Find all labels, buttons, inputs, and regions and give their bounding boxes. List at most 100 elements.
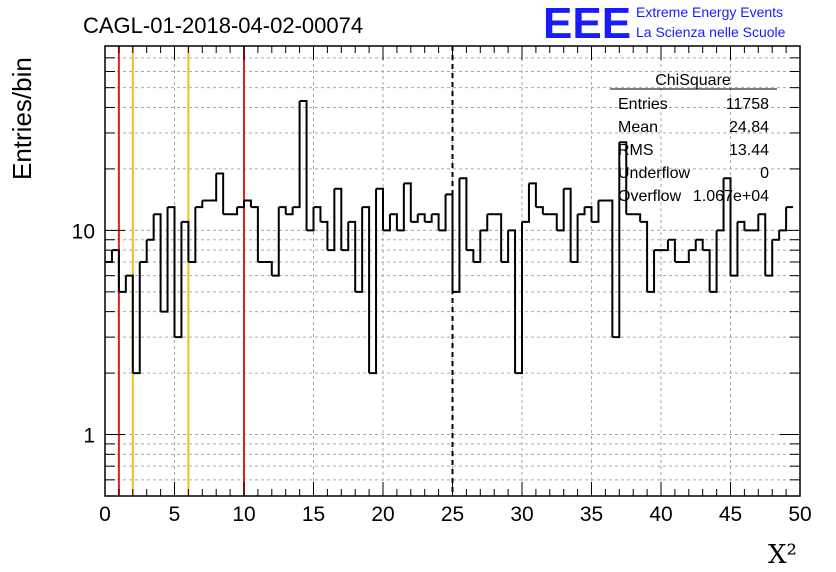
histogram-bin xyxy=(758,213,767,276)
histogram-bin xyxy=(278,206,287,215)
histogram-bin xyxy=(348,220,357,292)
histogram-bin xyxy=(751,214,760,232)
histogram-bin xyxy=(403,182,412,222)
histogram-bin xyxy=(480,214,489,232)
y-axis-label: Entries/bin xyxy=(7,57,37,180)
histogram-bin xyxy=(285,207,294,216)
histogram-bin xyxy=(250,206,259,263)
histogram-bin xyxy=(619,141,628,215)
stats-entries-label: Entries xyxy=(618,96,668,113)
histogram-bin xyxy=(640,220,649,292)
histogram-bin xyxy=(556,188,565,232)
histogram-bin xyxy=(188,207,197,264)
histogram-bin xyxy=(153,213,162,312)
histogram-bin xyxy=(723,177,732,276)
histogram-bin xyxy=(244,199,252,208)
histogram-bin xyxy=(494,213,503,263)
stats-rms-value: 13.44 xyxy=(729,142,769,159)
stats-box: ChiSquare Entries 11758 Mean 24.84 RMS 1… xyxy=(610,72,777,205)
histogram-bin xyxy=(139,239,148,264)
x-tick-label: 45 xyxy=(719,503,742,526)
x-tick-label: 10 xyxy=(232,503,255,526)
x-axis-label: X² xyxy=(768,540,797,570)
eee-logo-line2: La Scienza nelle Scuole xyxy=(636,24,786,40)
reference-lines xyxy=(117,46,454,496)
histogram-bin xyxy=(125,274,134,374)
histogram-bin xyxy=(264,261,273,276)
histogram-bin xyxy=(341,221,350,252)
axis-ticks: 0 5 10 15 20 25 30 35 40 45 50 10 1 xyxy=(72,45,812,526)
x-tick-label: 5 xyxy=(169,503,181,526)
histogram-bin xyxy=(209,173,218,202)
histogram-bin xyxy=(709,230,718,293)
x-tick-label: 40 xyxy=(649,503,672,526)
histogram-bin xyxy=(132,262,141,375)
eee-logo: EEE xyxy=(543,0,631,48)
histogram-bin xyxy=(417,213,426,222)
histogram-bin xyxy=(452,178,461,293)
histogram-bin xyxy=(577,207,586,216)
histogram-bin xyxy=(528,182,537,208)
histogram-bin xyxy=(174,221,183,339)
x-tick-label: 0 xyxy=(99,503,111,526)
histogram-bin xyxy=(299,100,308,231)
histogram-bin xyxy=(334,187,343,251)
x-tick-label: 15 xyxy=(302,503,325,526)
histogram-bin xyxy=(438,194,447,232)
histogram-bin xyxy=(716,178,725,232)
histogram-bin xyxy=(508,229,517,374)
stats-overflow-label: Overflow xyxy=(618,188,682,205)
stats-underflow-label: Underflow xyxy=(618,165,690,182)
histogram-bin xyxy=(355,207,364,293)
histogram-bin xyxy=(431,213,440,231)
stats-mean-label: Mean xyxy=(618,119,658,136)
x-tick-label: 20 xyxy=(371,503,394,526)
histogram-bin xyxy=(181,220,190,263)
histogram-bin xyxy=(695,238,704,251)
histogram-bin xyxy=(445,193,454,292)
histogram-bin xyxy=(111,249,120,292)
histogram-bin xyxy=(327,188,336,252)
y-tick-label: 1 xyxy=(83,425,95,448)
histogram-bin xyxy=(737,220,746,231)
histogram-bin xyxy=(535,206,544,215)
histogram-bin xyxy=(306,207,315,232)
histogram-bin xyxy=(633,213,642,222)
stats-mean-value: 24.84 xyxy=(729,119,769,136)
histogram-bin xyxy=(146,214,155,241)
histogram-bin xyxy=(376,187,384,231)
histogram-bin xyxy=(667,238,676,263)
histogram-bin xyxy=(369,188,378,375)
histogram-bin xyxy=(466,249,475,263)
histogram-bin xyxy=(765,239,774,277)
histogram-bin xyxy=(292,101,301,209)
histogram-bin xyxy=(772,230,781,241)
histogram-bin xyxy=(320,220,329,251)
stats-overflow-value: 1.067e+04 xyxy=(693,188,769,205)
histogram-bin xyxy=(389,213,398,231)
x-tick-label: 25 xyxy=(441,503,464,526)
histogram-bin xyxy=(779,207,788,232)
histogram-bin xyxy=(459,177,468,251)
histogram-bin xyxy=(118,275,127,293)
histogram-bin xyxy=(473,230,482,264)
histogram-bin xyxy=(522,183,530,223)
histogram-bin xyxy=(105,250,113,264)
histogram-bin xyxy=(612,142,621,339)
histogram-bin xyxy=(230,207,239,216)
stats-rms-label: RMS xyxy=(618,142,654,159)
histogram-bin xyxy=(647,250,656,293)
histogram-bin xyxy=(591,200,600,223)
y-tick-label: 10 xyxy=(72,220,95,243)
histogram-series xyxy=(105,100,794,375)
histogram-bin xyxy=(195,200,204,209)
histogram-bin xyxy=(167,206,176,338)
stats-entries-value: 11758 xyxy=(726,96,769,113)
histogram-bin xyxy=(584,206,593,222)
x-tick-label: 35 xyxy=(580,503,603,526)
histogram-bin xyxy=(424,214,433,223)
histogram-bin xyxy=(563,187,572,263)
histogram-bin xyxy=(313,206,322,222)
histogram-bin xyxy=(237,200,245,209)
